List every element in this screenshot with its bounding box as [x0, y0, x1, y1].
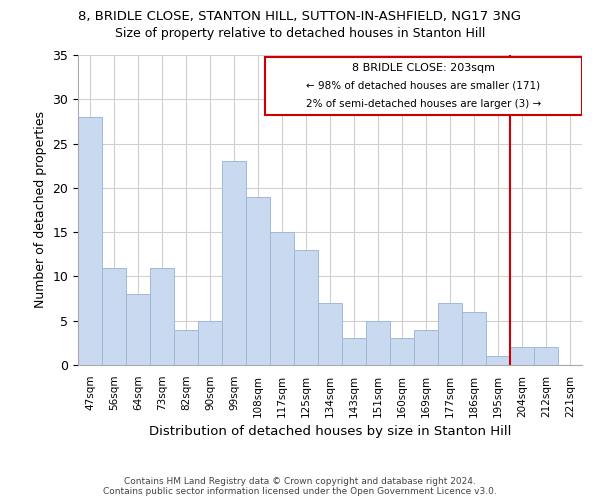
Bar: [510, 348, 534, 365]
Bar: [78, 117, 102, 365]
Bar: [246, 196, 270, 365]
Text: Contains HM Land Registry data © Crown copyright and database right 2024.: Contains HM Land Registry data © Crown c…: [124, 478, 476, 486]
Text: Size of property relative to detached houses in Stanton Hill: Size of property relative to detached ho…: [115, 28, 485, 40]
Bar: [102, 268, 126, 365]
Bar: [390, 338, 414, 365]
Bar: [294, 250, 318, 365]
Text: 2% of semi-detached houses are larger (3) →: 2% of semi-detached houses are larger (3…: [306, 98, 541, 108]
Text: 8 BRIDLE CLOSE: 203sqm: 8 BRIDLE CLOSE: 203sqm: [352, 64, 495, 74]
Text: 8, BRIDLE CLOSE, STANTON HILL, SUTTON-IN-ASHFIELD, NG17 3NG: 8, BRIDLE CLOSE, STANTON HILL, SUTTON-IN…: [79, 10, 521, 23]
Text: Contains public sector information licensed under the Open Government Licence v3: Contains public sector information licen…: [103, 487, 497, 496]
Bar: [198, 320, 222, 365]
Bar: [414, 330, 438, 365]
Bar: [462, 312, 486, 365]
Bar: [270, 232, 294, 365]
Bar: [126, 294, 150, 365]
Bar: [438, 303, 462, 365]
Bar: [486, 356, 510, 365]
Bar: [150, 268, 174, 365]
Bar: [534, 348, 558, 365]
Text: ← 98% of detached houses are smaller (171): ← 98% of detached houses are smaller (17…: [306, 81, 541, 91]
Bar: [366, 320, 390, 365]
Bar: [342, 338, 366, 365]
Bar: [318, 303, 342, 365]
Y-axis label: Number of detached properties: Number of detached properties: [34, 112, 47, 308]
Bar: [222, 162, 246, 365]
X-axis label: Distribution of detached houses by size in Stanton Hill: Distribution of detached houses by size …: [149, 425, 511, 438]
Bar: [174, 330, 198, 365]
FancyBboxPatch shape: [265, 57, 581, 115]
